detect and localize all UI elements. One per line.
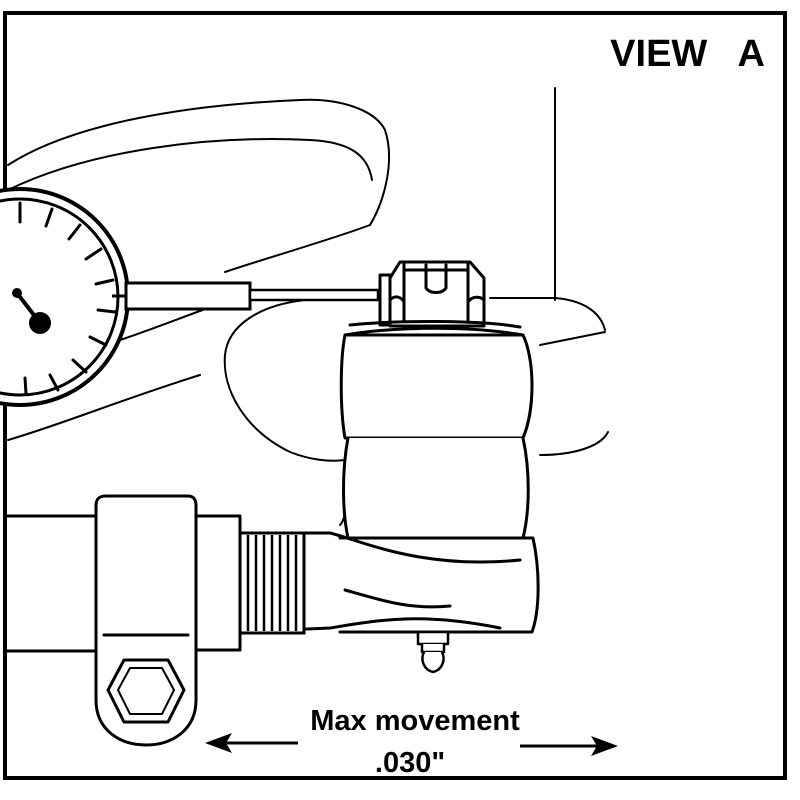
- steering-knuckle: [7, 87, 609, 526]
- adjusting-sleeve: [5, 514, 242, 653]
- movement-value: .030": [375, 747, 445, 779]
- movement-label: Max movement: [310, 705, 520, 737]
- dial-pointer: [15, 291, 42, 325]
- clamp: [94, 494, 198, 747]
- dial-ticks: [18, 201, 117, 396]
- dial-plunger: [248, 288, 380, 302]
- left-arrow: [205, 733, 298, 753]
- dial-stem: [124, 281, 252, 311]
- dial-pointer-tip: [12, 288, 22, 298]
- tie-rod-end: [238, 319, 540, 634]
- castle-nut: [378, 260, 486, 328]
- view-label: VIEW A: [610, 33, 765, 75]
- dial-indicator: [0, 187, 380, 407]
- right-arrow: [520, 736, 618, 756]
- threaded-sleeve: [238, 531, 306, 635]
- grease-fitting: [416, 630, 450, 674]
